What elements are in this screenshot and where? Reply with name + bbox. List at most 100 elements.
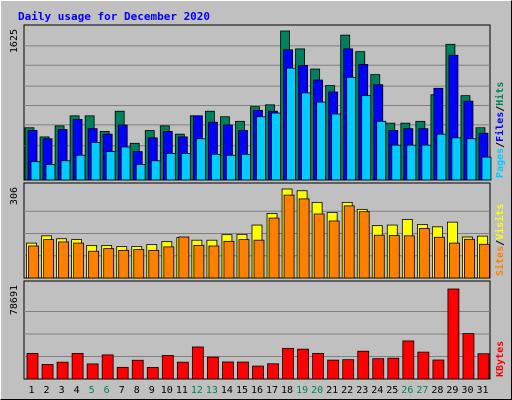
bar-pages-day-8 — [135, 164, 146, 181]
bar-kbytes-day-30 — [462, 333, 475, 380]
bar-pages-day-15 — [241, 153, 251, 181]
x-tick-label: 22 — [341, 385, 353, 396]
bar-sites-day-3 — [58, 241, 69, 279]
x-tick-label: 24 — [371, 385, 383, 396]
legend-part: / — [495, 106, 506, 112]
bar-sites-day-26 — [403, 235, 415, 279]
bar-sites-day-23 — [358, 211, 370, 279]
bar-kbytes-day-13 — [207, 356, 219, 380]
bar-kbytes-day-11 — [176, 361, 189, 380]
bar-pages-day-17 — [271, 112, 281, 181]
bar-kbytes-day-28 — [432, 359, 445, 380]
x-tick-label: 9 — [149, 385, 155, 396]
bar-kbytes-day-14 — [222, 361, 234, 380]
bar-pages-day-14 — [226, 154, 236, 181]
bar-sites-day-16 — [253, 239, 265, 279]
x-tick-label: 27 — [416, 385, 428, 396]
legend-part: Pages — [495, 148, 506, 178]
x-tick-label: 1 — [29, 385, 35, 396]
bar-sites-day-28 — [433, 236, 445, 279]
x-tick-label: 20 — [311, 385, 323, 396]
x-tick-label: 18 — [281, 385, 293, 396]
legend-label: KBytes — [495, 341, 506, 377]
bar-sites-day-4 — [73, 242, 85, 279]
bar-pages-day-28 — [436, 133, 447, 181]
bar-sites-day-9 — [148, 249, 160, 279]
bar-pages-day-22 — [346, 76, 357, 181]
x-tick-label: 25 — [386, 385, 398, 396]
bar-sites-day-21 — [328, 220, 340, 279]
x-tick-label: 5 — [89, 385, 95, 396]
bar-kbytes-day-31 — [477, 353, 490, 380]
bar-sites-day-22 — [343, 205, 355, 279]
bar-pages-day-30 — [466, 138, 477, 181]
bar-pages-day-20 — [316, 101, 327, 181]
bar-pages-day-25 — [391, 144, 402, 181]
bar-kbytes-day-25 — [387, 357, 400, 380]
x-tick-label: 30 — [461, 385, 473, 396]
x-tick-label: 13 — [206, 385, 218, 396]
bar-sites-day-19 — [298, 198, 310, 279]
bar-kbytes-day-9 — [146, 367, 159, 380]
bar-pages-day-7 — [120, 146, 131, 181]
bar-pages-day-11 — [180, 153, 191, 181]
bar-pages-day-9 — [150, 160, 161, 181]
bar-pages-day-10 — [165, 153, 176, 181]
x-tick-label: 28 — [431, 385, 443, 396]
y-tick-label: 78691 — [9, 285, 20, 315]
x-tick-label: 23 — [356, 385, 368, 396]
bar-sites-day-20 — [313, 213, 325, 279]
bar-pages-day-19 — [301, 92, 311, 181]
bar-kbytes-day-2 — [41, 364, 54, 380]
bar-pages-day-24 — [376, 120, 387, 181]
x-tick-label: 31 — [476, 385, 488, 396]
bar-sites-day-2 — [43, 239, 54, 279]
bar-sites-day-6 — [103, 248, 115, 279]
bar-kbytes-day-19 — [297, 348, 309, 380]
legend-part: / — [495, 240, 506, 246]
bar-sites-day-5 — [88, 250, 100, 279]
bar-kbytes-day-8 — [131, 359, 144, 380]
legend-part: Visits — [494, 204, 506, 240]
bar-kbytes-day-20 — [312, 352, 325, 380]
bar-sites-day-31 — [479, 243, 490, 279]
bar-kbytes-day-15 — [237, 361, 249, 380]
panel-visits-sites: 306 Sites/Visits — [9, 182, 506, 279]
x-tick-label: 8 — [134, 385, 140, 396]
bar-kbytes-day-3 — [56, 361, 69, 380]
chart-title: Daily usage for December 2020 — [18, 10, 210, 23]
x-tick-label: 15 — [236, 385, 248, 396]
bar-sites-day-15 — [238, 239, 250, 279]
bar-pages-day-21 — [331, 113, 342, 181]
x-tick-label: 16 — [251, 385, 263, 396]
bar-sites-day-29 — [449, 242, 460, 279]
bar-sites-day-1 — [28, 245, 39, 279]
bar-kbytes-day-18 — [282, 347, 294, 380]
x-tick-label: 26 — [401, 385, 413, 396]
legend-part: Hits — [494, 82, 506, 106]
x-tick-label: 12 — [191, 385, 203, 396]
bar-kbytes-day-26 — [402, 340, 415, 380]
bar-pages-day-29 — [451, 137, 462, 181]
bar-kbytes-day-7 — [116, 366, 129, 380]
bar-pages-day-18 — [286, 67, 296, 181]
x-tick-label: 29 — [446, 385, 458, 396]
bar-pages-day-1 — [30, 161, 41, 181]
bar-pages-day-31 — [481, 156, 492, 181]
bar-kbytes-day-1 — [26, 352, 39, 380]
bar-pages-day-3 — [60, 160, 71, 181]
bar-kbytes-day-10 — [161, 355, 174, 380]
bar-sites-day-14 — [223, 240, 235, 279]
bar-sites-day-8 — [133, 249, 145, 279]
y-tick-label: 306 — [9, 187, 20, 205]
bar-sites-day-27 — [418, 228, 430, 279]
bar-pages-day-27 — [421, 144, 432, 181]
bar-pages-day-6 — [105, 151, 116, 181]
bar-sites-day-10 — [163, 246, 175, 279]
bar-kbytes-day-21 — [327, 359, 340, 380]
bar-sites-day-24 — [373, 234, 385, 279]
legend-part: / — [495, 142, 506, 148]
bar-sites-day-25 — [388, 235, 400, 279]
bar-sites-day-18 — [283, 194, 295, 279]
